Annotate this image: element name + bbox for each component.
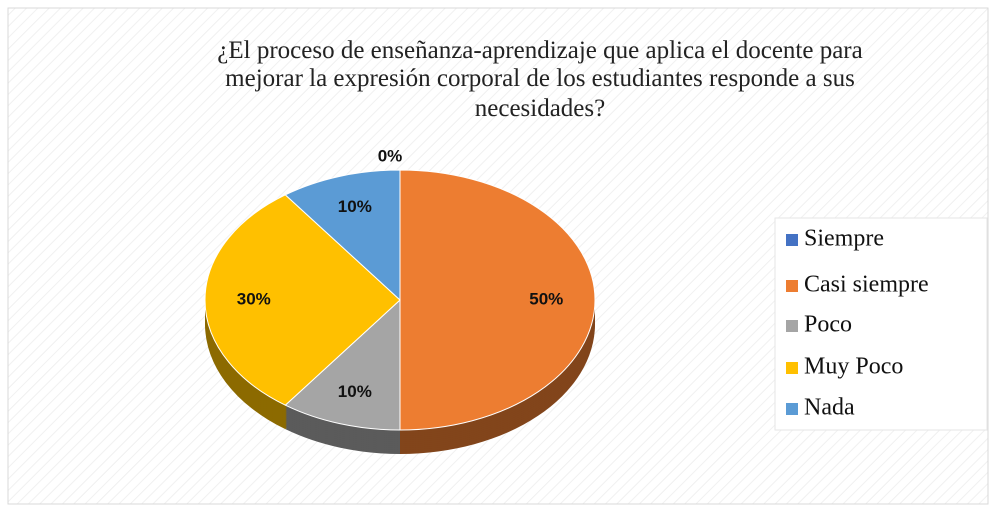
legend-box [774,217,988,431]
legend-swatch [786,403,798,415]
legend-label: Nada [804,395,855,421]
pie-slice [399,169,596,431]
pie-slice [284,298,401,431]
pie-slice [204,194,401,406]
chart-title: necesidades? [475,95,605,122]
data-label: 0% [378,146,403,165]
legend-label: Siempre [804,226,884,252]
pie-slice [284,169,401,302]
legend-swatch [786,280,798,292]
legend-swatch [786,320,798,332]
data-label: 10% [338,197,372,216]
legend-label: Muy Poco [804,354,903,380]
chart-title: ¿El proceso de enseñanza-aprendizaje que… [217,37,862,64]
legend-label: Casi siempre [804,272,929,298]
data-label: 10% [338,382,372,401]
legend-swatch [786,362,798,374]
chart-title: mejorar la expresión corporal de los est… [225,65,855,92]
legend-swatch [786,234,798,246]
legend-label: Poco [804,312,852,338]
data-label: 50% [529,289,563,308]
data-label: 30% [237,289,271,308]
